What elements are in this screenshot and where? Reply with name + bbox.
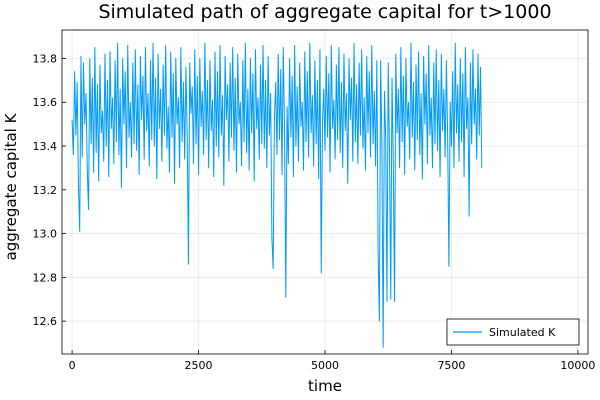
y-tick-label: 13.4 bbox=[33, 140, 58, 153]
legend-label: Simulated K bbox=[489, 326, 556, 339]
axis-ticks: 0 2500 5000 7500 10000 12.6 12.8 13.0 13.2 13.4 13… bbox=[33, 52, 596, 372]
chart-title: Simulated path of aggregate capital for … bbox=[98, 1, 551, 23]
x-tick-label: 2500 bbox=[185, 359, 213, 372]
x-tick-label: 5000 bbox=[311, 359, 339, 372]
x-tick-label: 0 bbox=[69, 359, 76, 372]
y-tick-label: 12.8 bbox=[33, 271, 58, 284]
x-tick-label: 7500 bbox=[437, 359, 465, 372]
x-tick-label: 10000 bbox=[560, 359, 595, 372]
y-tick-label: 13.2 bbox=[33, 184, 58, 197]
y-axis-label: aggregate capital K bbox=[2, 112, 20, 260]
legend: Simulated K bbox=[446, 318, 580, 346]
x-axis-label: time bbox=[308, 377, 342, 395]
series-line-simulated-k bbox=[71, 42, 483, 348]
y-tick-label: 13.8 bbox=[33, 52, 58, 65]
y-tick-label: 13.6 bbox=[33, 96, 58, 109]
y-tick-label: 12.6 bbox=[33, 315, 58, 328]
y-tick-label: 13.0 bbox=[33, 228, 58, 241]
